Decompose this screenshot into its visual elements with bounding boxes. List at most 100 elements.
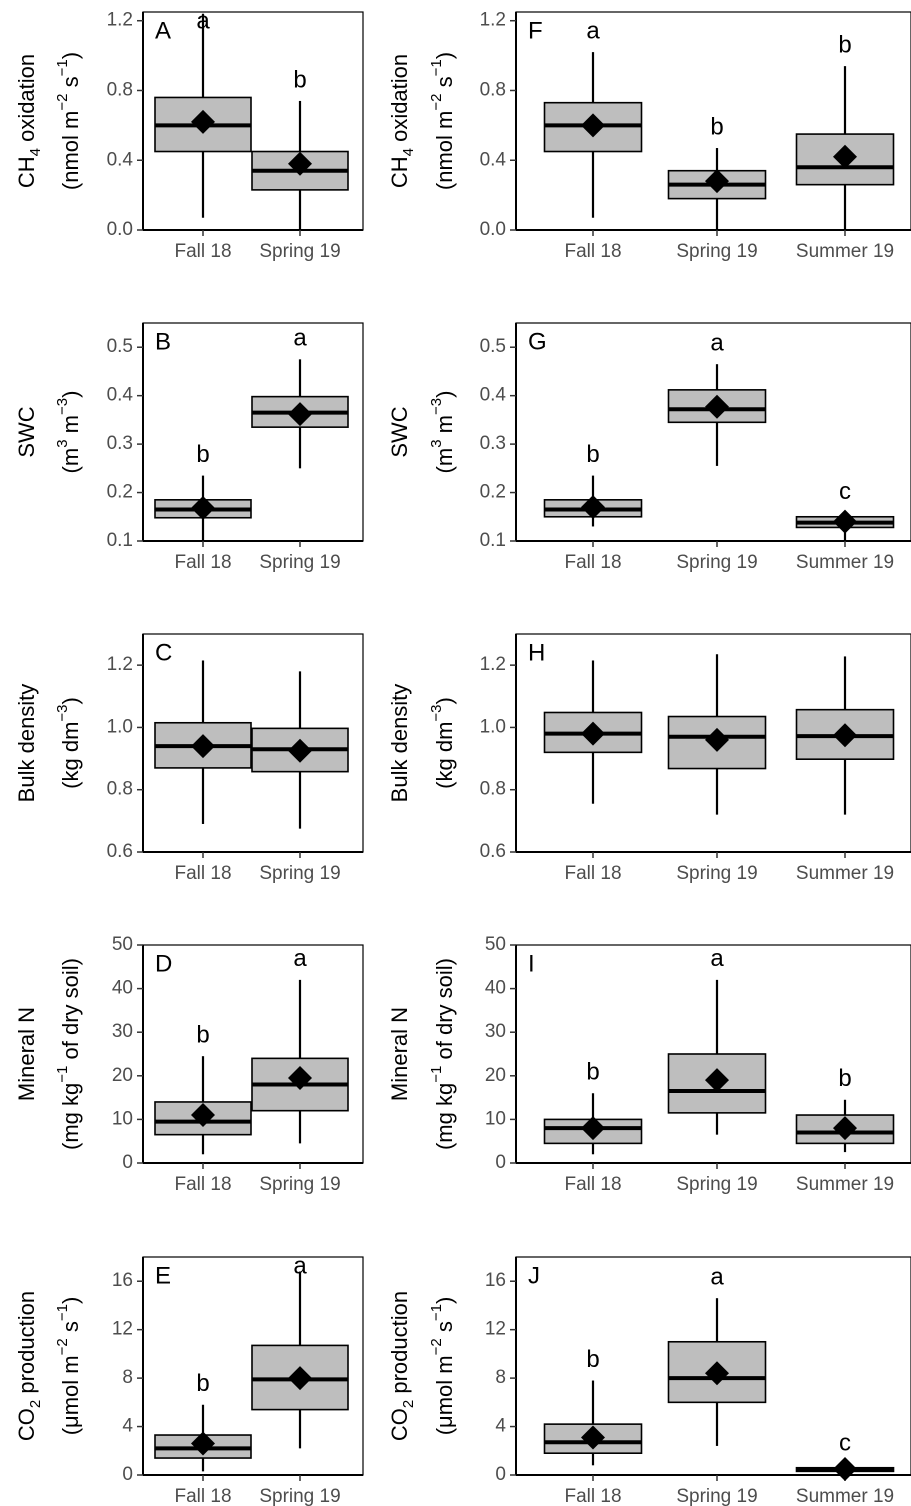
panel-H: 0.6 0.8 1.0 1.2 Fall 18 Spring 19 Summer 19 H Bu… <box>387 633 911 884</box>
panel-letter: B <box>155 328 171 355</box>
panel-letter: I <box>528 950 535 977</box>
y-tick-label: 30 <box>485 1021 506 1042</box>
panel-letter: G <box>528 328 547 355</box>
panel-E: 0 4 8 12 16 Fall 18 Spring 19 b a E CO2 production… <box>14 1252 364 1506</box>
box-spring-19 <box>667 654 767 815</box>
mean-marker <box>705 394 729 419</box>
mean-marker <box>705 169 729 194</box>
significance-letter: b <box>196 1022 209 1049</box>
x-tick-label: Fall 18 <box>564 241 621 262</box>
y-axis-title: CO2 production <box>14 1291 45 1441</box>
y-axis-title: SWC <box>14 406 39 457</box>
mean-marker <box>288 1065 312 1090</box>
y-tick-label: 1.2 <box>107 654 133 675</box>
x-tick-label: Fall 18 <box>564 1174 621 1195</box>
x-tick-label: Fall 18 <box>174 241 231 262</box>
x-tick-label: Fall 18 <box>174 1486 231 1506</box>
y-axis-unit: (m3 m−3) <box>428 391 456 474</box>
mean-marker <box>288 1366 312 1391</box>
significance-letter: a <box>710 330 724 357</box>
y-tick-label: 0.4 <box>480 385 507 406</box>
box-spring-19: a <box>667 330 767 466</box>
panel-letter: H <box>528 639 545 666</box>
y-tick-label: 0.1 <box>107 530 133 551</box>
x-tick-label: Spring 19 <box>259 863 340 884</box>
y-tick-label: 8 <box>122 1367 133 1388</box>
y-tick-label: 12 <box>485 1319 506 1340</box>
y-tick-label: 0.2 <box>107 482 133 503</box>
y-tick-label: 10 <box>112 1108 133 1129</box>
y-tick-label: 0.6 <box>480 841 506 862</box>
y-axis-title: Bulk density <box>387 684 412 803</box>
x-tick-label: Fall 18 <box>564 1486 621 1506</box>
y-tick-label: 0.2 <box>480 482 506 503</box>
y-tick-label: 16 <box>485 1270 506 1291</box>
mean-marker <box>581 1425 605 1450</box>
panel-B: 0.1 0.2 0.3 0.4 0.5 Fall 18 Spring 19 b a B SWC (m3… <box>14 322 364 573</box>
y-tick-label: 0 <box>122 1464 133 1485</box>
mean-marker <box>833 723 857 748</box>
x-tick-label: Spring 19 <box>259 552 340 573</box>
y-tick-label: 0.0 <box>480 219 506 240</box>
y-tick-label: 1.2 <box>480 654 506 675</box>
mean-marker <box>705 1068 729 1093</box>
significance-letter: a <box>293 945 307 972</box>
mean-marker <box>833 1456 857 1481</box>
x-tick-label: Spring 19 <box>676 241 757 262</box>
significance-letter: b <box>838 1065 851 1092</box>
x-tick-label: Fall 18 <box>174 552 231 573</box>
box-spring-19: a <box>251 945 349 1144</box>
x-tick-label: Fall 18 <box>174 1174 231 1195</box>
y-axis-unit: (m3 m−3) <box>54 391 82 474</box>
y-axis-unit: (nmol m−2 s−1) <box>428 52 456 190</box>
significance-letter: b <box>838 31 851 58</box>
panel-G: 0.1 0.2 0.3 0.4 0.5 Fall 18 Spring 19 Summer 19… <box>387 322 911 573</box>
y-axis-unit: (kg dm−3) <box>54 697 82 789</box>
box-fall-18: b <box>154 441 252 541</box>
x-tick-label: Fall 18 <box>174 863 231 884</box>
y-tick-label: 0.6 <box>107 841 133 862</box>
panel-D: 0 10 20 30 40 50 Fall 18 Spring 19 b a D Mineral N (… <box>14 934 364 1195</box>
x-tick-label: Spring 19 <box>259 241 340 262</box>
x-tick-label: Spring 19 <box>676 1174 757 1195</box>
y-tick-label: 0 <box>122 1152 133 1173</box>
y-tick-label: 0 <box>495 1152 506 1173</box>
box-fall-18 <box>543 660 643 804</box>
y-axis-unit: (mg kg−1 of dry soil) <box>428 958 456 1150</box>
box-summer-19: b <box>795 31 895 230</box>
box-spring-19: b <box>667 113 767 230</box>
y-tick-label: 50 <box>112 934 133 955</box>
y-tick-label: 12 <box>112 1319 133 1340</box>
significance-letter: a <box>293 325 307 352</box>
significance-letter: b <box>586 1059 599 1086</box>
panel-C: 0.6 0.8 1.0 1.2 Fall 18 Spring 19 C Bulk densit… <box>14 633 364 884</box>
x-tick-label: Summer 19 <box>796 1174 894 1195</box>
box-summer-19: c <box>795 1429 895 1481</box>
significance-letter: c <box>839 478 851 505</box>
significance-letter: b <box>586 1346 599 1373</box>
significance-letter: a <box>196 7 210 34</box>
y-tick-label: 0.8 <box>107 79 133 100</box>
panel-J: 0 4 8 12 16 Fall 18 Spring 19 Summer 19 b a c J CO2 … <box>387 1256 911 1506</box>
box-summer-19 <box>795 656 895 815</box>
mean-marker <box>581 113 605 138</box>
y-axis-unit: (nmol m−2 s−1) <box>54 52 82 190</box>
mean-marker <box>581 1116 605 1141</box>
y-axis-title: SWC <box>387 406 412 457</box>
x-tick-label: Spring 19 <box>676 1486 757 1506</box>
y-tick-label: 0.3 <box>480 433 506 454</box>
y-axis-title: Bulk density <box>14 684 39 803</box>
y-axis-unit: (kg dm−3) <box>428 697 456 789</box>
y-tick-label: 1.0 <box>480 716 506 737</box>
mean-marker <box>833 144 857 169</box>
y-tick-label: 40 <box>112 978 133 999</box>
y-tick-label: 0.0 <box>107 219 133 240</box>
box-fall-18: b <box>154 1022 252 1155</box>
significance-letter: a <box>586 17 600 44</box>
x-tick-label: Spring 19 <box>676 863 757 884</box>
significance-letter: b <box>293 66 306 93</box>
y-axis-title: Mineral N <box>387 1007 412 1101</box>
y-tick-label: 0.5 <box>107 336 133 357</box>
panel-letter: D <box>155 950 172 977</box>
y-tick-label: 0.8 <box>480 79 506 100</box>
